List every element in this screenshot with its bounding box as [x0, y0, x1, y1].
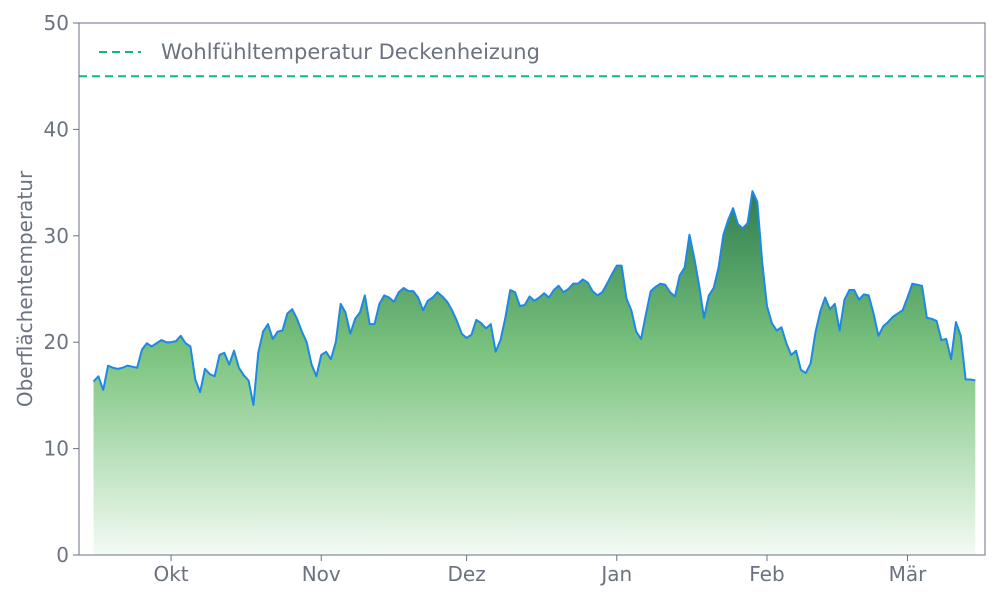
x-axis: Okt Nov Dez Jan Feb Mär [153, 555, 927, 586]
x-tick-label: Okt [153, 562, 188, 586]
x-tick-label: Dez [447, 562, 485, 586]
y-tick-label: 0 [56, 543, 69, 567]
legend: Wohlfühltemperatur Deckenheizung [99, 40, 540, 64]
y-tick-label: 30 [44, 224, 69, 248]
y-tick-label: 10 [44, 437, 69, 461]
plot-frame [78, 22, 986, 556]
temperature-line [92, 190, 976, 406]
y-axis-title: Oberflächentemperatur [13, 170, 37, 407]
x-tick-label: Mär [889, 562, 928, 586]
y-axis: 0 10 20 30 40 50 [44, 11, 79, 567]
temperature-area [93, 191, 976, 555]
x-tick-label: Feb [749, 562, 784, 586]
y-tick-label: 40 [44, 117, 69, 141]
x-tick-label: Jan [599, 562, 632, 586]
legend-label: Wohlfühltemperatur Deckenheizung [161, 40, 540, 64]
y-tick-label: 20 [44, 330, 69, 354]
y-tick-label: 50 [44, 11, 69, 35]
x-tick-label: Nov [302, 562, 341, 586]
